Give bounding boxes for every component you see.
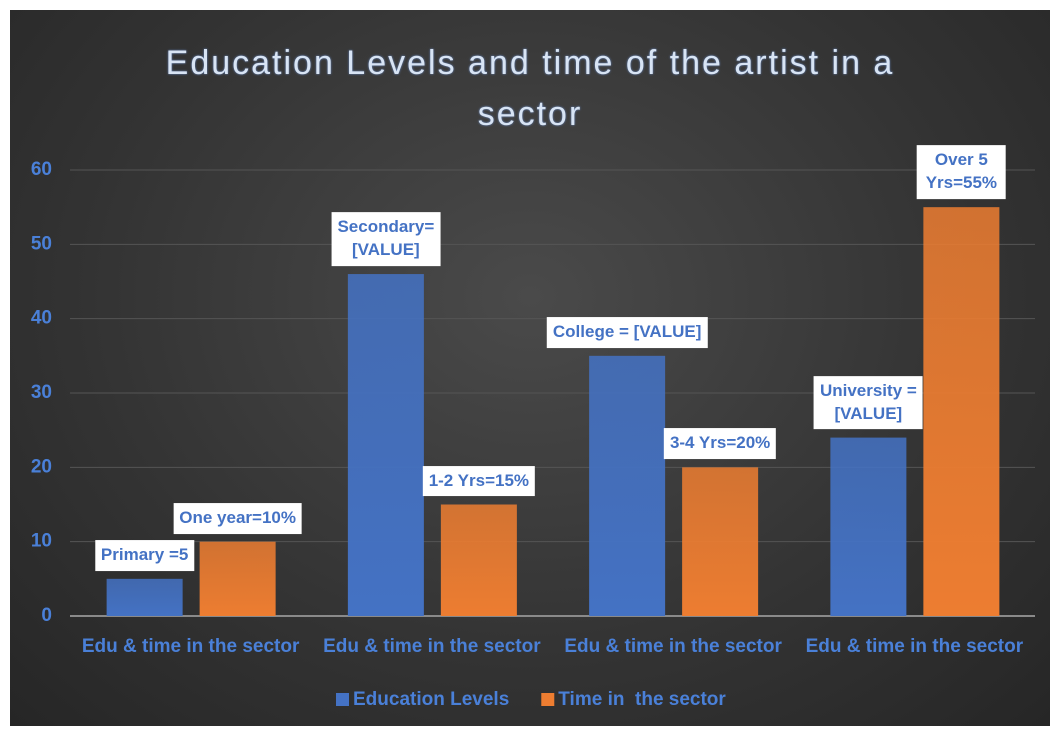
bar <box>923 207 1000 616</box>
data-label: Secondary= [VALUE] <box>331 212 441 267</box>
bar <box>199 541 276 616</box>
x-tick-label: Edu & time in the sector <box>82 636 300 657</box>
bar <box>589 355 666 616</box>
data-label: Primary =5 <box>94 539 195 571</box>
bar <box>106 578 183 616</box>
y-tick-label: 40 <box>31 308 52 329</box>
data-label: 1-2 Yrs=15% <box>422 465 536 497</box>
legend-label: Time in the sector <box>558 689 726 710</box>
y-tick-label: 10 <box>31 531 52 552</box>
legend-swatch <box>541 693 555 706</box>
y-tick-label: 60 <box>31 159 52 180</box>
x-tick-label: Edu & time in the sector <box>323 636 541 657</box>
chart-title: Education Levels and time of the artist … <box>165 44 895 133</box>
x-tick-label: Edu & time in the sector <box>564 636 782 657</box>
data-label: College = [VALUE] <box>546 316 708 348</box>
y-tick-label: 50 <box>31 233 52 254</box>
y-tick-label: 0 <box>41 605 52 626</box>
bar <box>347 274 424 616</box>
title-wrap: Education Levels and time of the artist … <box>10 38 1050 140</box>
bar <box>440 504 517 616</box>
chart: 0 10 20 30 40 50 60 Edu & time in the sector Edu… <box>31 159 1035 710</box>
data-label: University = [VALUE] <box>813 375 923 430</box>
y-tick-label: 20 <box>31 456 52 477</box>
chart-frame: Education Levels and time of the artist … <box>10 10 1050 726</box>
data-label: 3-4 Yrs=20% <box>663 428 777 460</box>
bar <box>830 437 907 616</box>
data-label: One year=10% <box>173 502 302 534</box>
legend-swatch <box>336 693 349 706</box>
x-tick-label: Edu & time in the sector <box>806 636 1024 657</box>
legend-label: Education Levels <box>353 689 509 710</box>
data-label: Over 5 Yrs=55% <box>917 145 1006 200</box>
y-tick-label: 30 <box>31 382 52 403</box>
bar <box>682 467 759 616</box>
